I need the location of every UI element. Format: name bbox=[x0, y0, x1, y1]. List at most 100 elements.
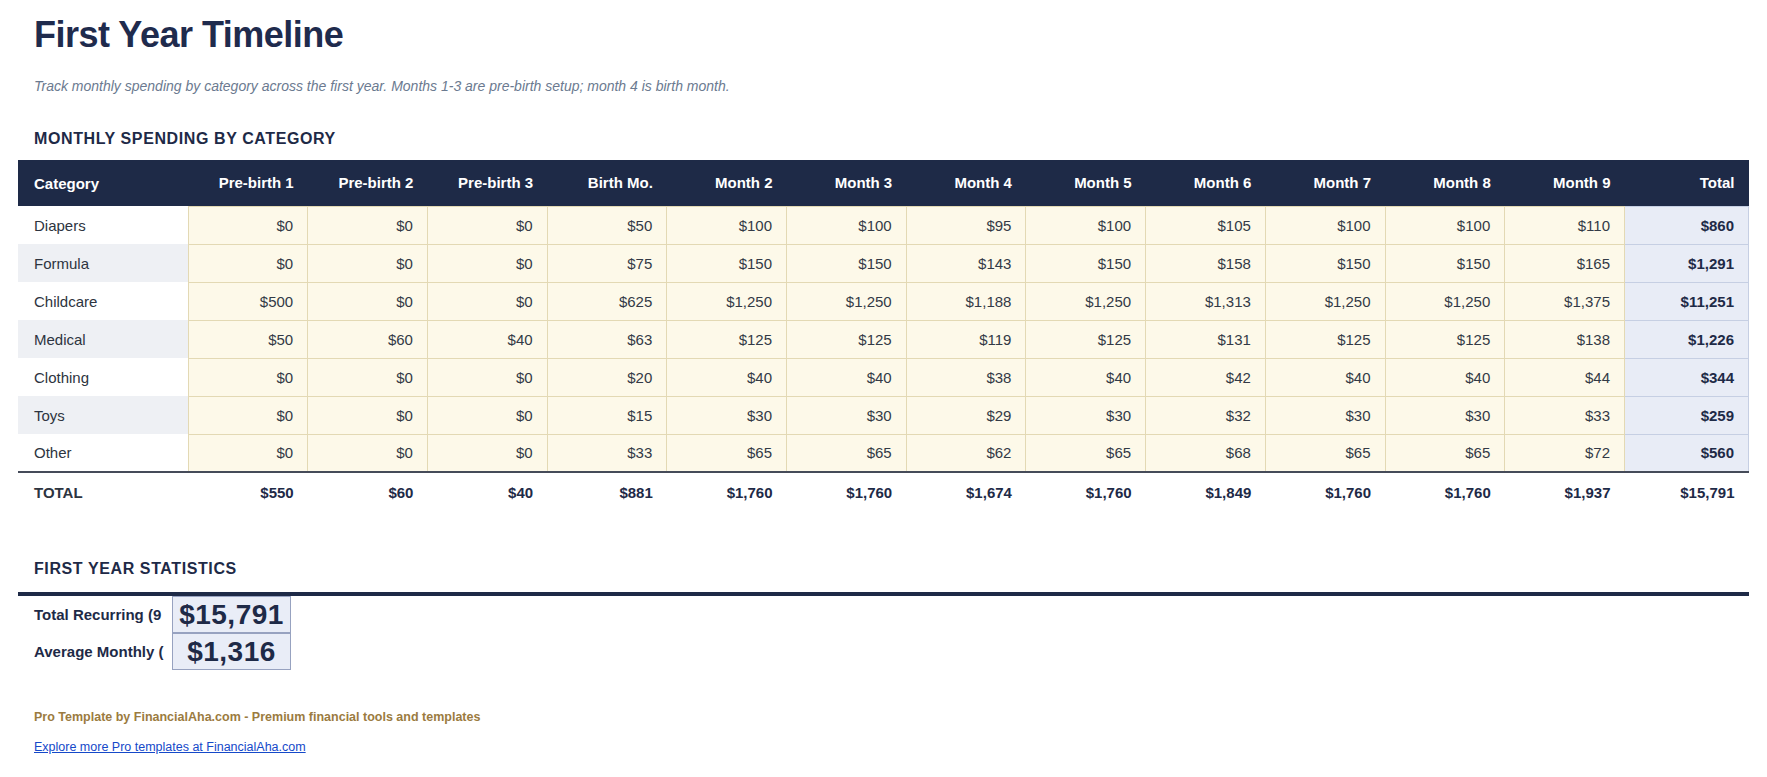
stat-value-cell[interactable]: $15,791 bbox=[172, 596, 291, 633]
spending-input-cell[interactable]: $30 bbox=[1026, 396, 1146, 434]
category-cell: Formula bbox=[18, 244, 188, 282]
column-total-cell: $881 bbox=[547, 472, 667, 512]
spending-input-cell[interactable]: $165 bbox=[1505, 244, 1625, 282]
spending-input-cell[interactable]: $0 bbox=[308, 206, 428, 244]
stat-label: Average Monthly ( bbox=[34, 633, 163, 670]
spending-input-cell[interactable]: $40 bbox=[1265, 358, 1385, 396]
stat-value-cell[interactable]: $1,316 bbox=[172, 633, 291, 670]
spending-input-cell[interactable]: $65 bbox=[1026, 434, 1146, 472]
spending-input-cell[interactable]: $60 bbox=[308, 320, 428, 358]
spending-input-cell[interactable]: $42 bbox=[1146, 358, 1266, 396]
spending-input-cell[interactable]: $100 bbox=[667, 206, 787, 244]
spending-input-cell[interactable]: $0 bbox=[188, 206, 308, 244]
spending-input-cell[interactable]: $0 bbox=[188, 244, 308, 282]
spending-input-cell[interactable]: $119 bbox=[906, 320, 1026, 358]
spending-input-cell[interactable]: $65 bbox=[1265, 434, 1385, 472]
spending-input-cell[interactable]: $125 bbox=[1026, 320, 1146, 358]
spending-input-cell[interactable]: $33 bbox=[1505, 396, 1625, 434]
spending-input-cell[interactable]: $44 bbox=[1505, 358, 1625, 396]
spending-input-cell[interactable]: $143 bbox=[906, 244, 1026, 282]
spending-input-cell[interactable]: $0 bbox=[308, 358, 428, 396]
spending-input-cell[interactable]: $150 bbox=[1026, 244, 1146, 282]
table-row: Toys$0$0$0$15$30$30$29$30$32$30$30$33$25… bbox=[18, 396, 1749, 434]
spending-input-cell[interactable]: $1,250 bbox=[1265, 282, 1385, 320]
spending-input-cell[interactable]: $65 bbox=[1385, 434, 1505, 472]
spending-input-cell[interactable]: $1,250 bbox=[1385, 282, 1505, 320]
spending-input-cell[interactable]: $158 bbox=[1146, 244, 1266, 282]
spending-input-cell[interactable]: $40 bbox=[667, 358, 787, 396]
spending-input-cell[interactable]: $625 bbox=[547, 282, 667, 320]
spending-input-cell[interactable]: $0 bbox=[427, 396, 547, 434]
spending-input-cell[interactable]: $72 bbox=[1505, 434, 1625, 472]
spending-input-cell[interactable]: $15 bbox=[547, 396, 667, 434]
column-header: Month 2 bbox=[667, 160, 787, 206]
spending-input-cell[interactable]: $0 bbox=[308, 282, 428, 320]
column-total-cell: $40 bbox=[427, 472, 547, 512]
spending-input-cell[interactable]: $1,313 bbox=[1146, 282, 1266, 320]
spending-input-cell[interactable]: $0 bbox=[427, 282, 547, 320]
category-cell: Childcare bbox=[18, 282, 188, 320]
spending-input-cell[interactable]: $62 bbox=[906, 434, 1026, 472]
spending-input-cell[interactable]: $1,188 bbox=[906, 282, 1026, 320]
spending-input-cell[interactable]: $68 bbox=[1146, 434, 1266, 472]
spending-input-cell[interactable]: $131 bbox=[1146, 320, 1266, 358]
stat-row: Average Monthly ($1,316 bbox=[18, 633, 1749, 670]
spending-input-cell[interactable]: $1,375 bbox=[1505, 282, 1625, 320]
spending-input-cell[interactable]: $125 bbox=[787, 320, 907, 358]
spending-input-cell[interactable]: $65 bbox=[787, 434, 907, 472]
spending-input-cell[interactable]: $30 bbox=[1265, 396, 1385, 434]
spending-input-cell[interactable]: $0 bbox=[188, 434, 308, 472]
spending-input-cell[interactable]: $125 bbox=[1265, 320, 1385, 358]
spending-input-cell[interactable]: $75 bbox=[547, 244, 667, 282]
spending-input-cell[interactable]: $150 bbox=[667, 244, 787, 282]
spending-input-cell[interactable]: $50 bbox=[188, 320, 308, 358]
spending-input-cell[interactable]: $20 bbox=[547, 358, 667, 396]
spending-input-cell[interactable]: $0 bbox=[427, 358, 547, 396]
spending-input-cell[interactable]: $0 bbox=[308, 434, 428, 472]
stats-section-heading: FIRST YEAR STATISTICS bbox=[34, 560, 1749, 578]
spending-input-cell[interactable]: $150 bbox=[1265, 244, 1385, 282]
column-total-cell: $1,937 bbox=[1505, 472, 1625, 512]
spending-input-cell[interactable]: $63 bbox=[547, 320, 667, 358]
spending-input-cell[interactable]: $1,250 bbox=[1026, 282, 1146, 320]
spending-input-cell[interactable]: $100 bbox=[787, 206, 907, 244]
spending-input-cell[interactable]: $0 bbox=[308, 244, 428, 282]
category-cell: Medical bbox=[18, 320, 188, 358]
spending-input-cell[interactable]: $38 bbox=[906, 358, 1026, 396]
spending-input-cell[interactable]: $1,250 bbox=[787, 282, 907, 320]
spending-input-cell[interactable]: $100 bbox=[1385, 206, 1505, 244]
spending-input-cell[interactable]: $0 bbox=[188, 358, 308, 396]
spending-input-cell[interactable]: $150 bbox=[1385, 244, 1505, 282]
spending-input-cell[interactable]: $0 bbox=[427, 206, 547, 244]
spending-input-cell[interactable]: $33 bbox=[547, 434, 667, 472]
spending-input-cell[interactable]: $95 bbox=[906, 206, 1026, 244]
spending-input-cell[interactable]: $100 bbox=[1265, 206, 1385, 244]
spending-input-cell[interactable]: $40 bbox=[787, 358, 907, 396]
spending-input-cell[interactable]: $500 bbox=[188, 282, 308, 320]
spending-input-cell[interactable]: $0 bbox=[308, 396, 428, 434]
spending-input-cell[interactable]: $30 bbox=[787, 396, 907, 434]
spending-input-cell[interactable]: $0 bbox=[427, 244, 547, 282]
spending-input-cell[interactable]: $110 bbox=[1505, 206, 1625, 244]
spending-input-cell[interactable]: $29 bbox=[906, 396, 1026, 434]
spending-input-cell[interactable]: $30 bbox=[1385, 396, 1505, 434]
spending-input-cell[interactable]: $65 bbox=[667, 434, 787, 472]
spending-input-cell[interactable]: $1,250 bbox=[667, 282, 787, 320]
spending-input-cell[interactable]: $150 bbox=[787, 244, 907, 282]
spending-input-cell[interactable]: $0 bbox=[427, 434, 547, 472]
spending-input-cell[interactable]: $125 bbox=[667, 320, 787, 358]
spending-input-cell[interactable]: $105 bbox=[1146, 206, 1266, 244]
spending-input-cell[interactable]: $32 bbox=[1146, 396, 1266, 434]
spending-input-cell[interactable]: $40 bbox=[1026, 358, 1146, 396]
spending-input-cell[interactable]: $50 bbox=[547, 206, 667, 244]
spending-input-cell[interactable]: $100 bbox=[1026, 206, 1146, 244]
category-cell: Other bbox=[18, 434, 188, 472]
footer-templates-link[interactable]: Explore more Pro templates at FinancialA… bbox=[34, 740, 306, 754]
spending-input-cell[interactable]: $125 bbox=[1385, 320, 1505, 358]
spending-input-cell[interactable]: $138 bbox=[1505, 320, 1625, 358]
column-total-cell: $1,849 bbox=[1146, 472, 1266, 512]
spending-input-cell[interactable]: $40 bbox=[1385, 358, 1505, 396]
spending-input-cell[interactable]: $40 bbox=[427, 320, 547, 358]
spending-input-cell[interactable]: $30 bbox=[667, 396, 787, 434]
spending-input-cell[interactable]: $0 bbox=[188, 396, 308, 434]
